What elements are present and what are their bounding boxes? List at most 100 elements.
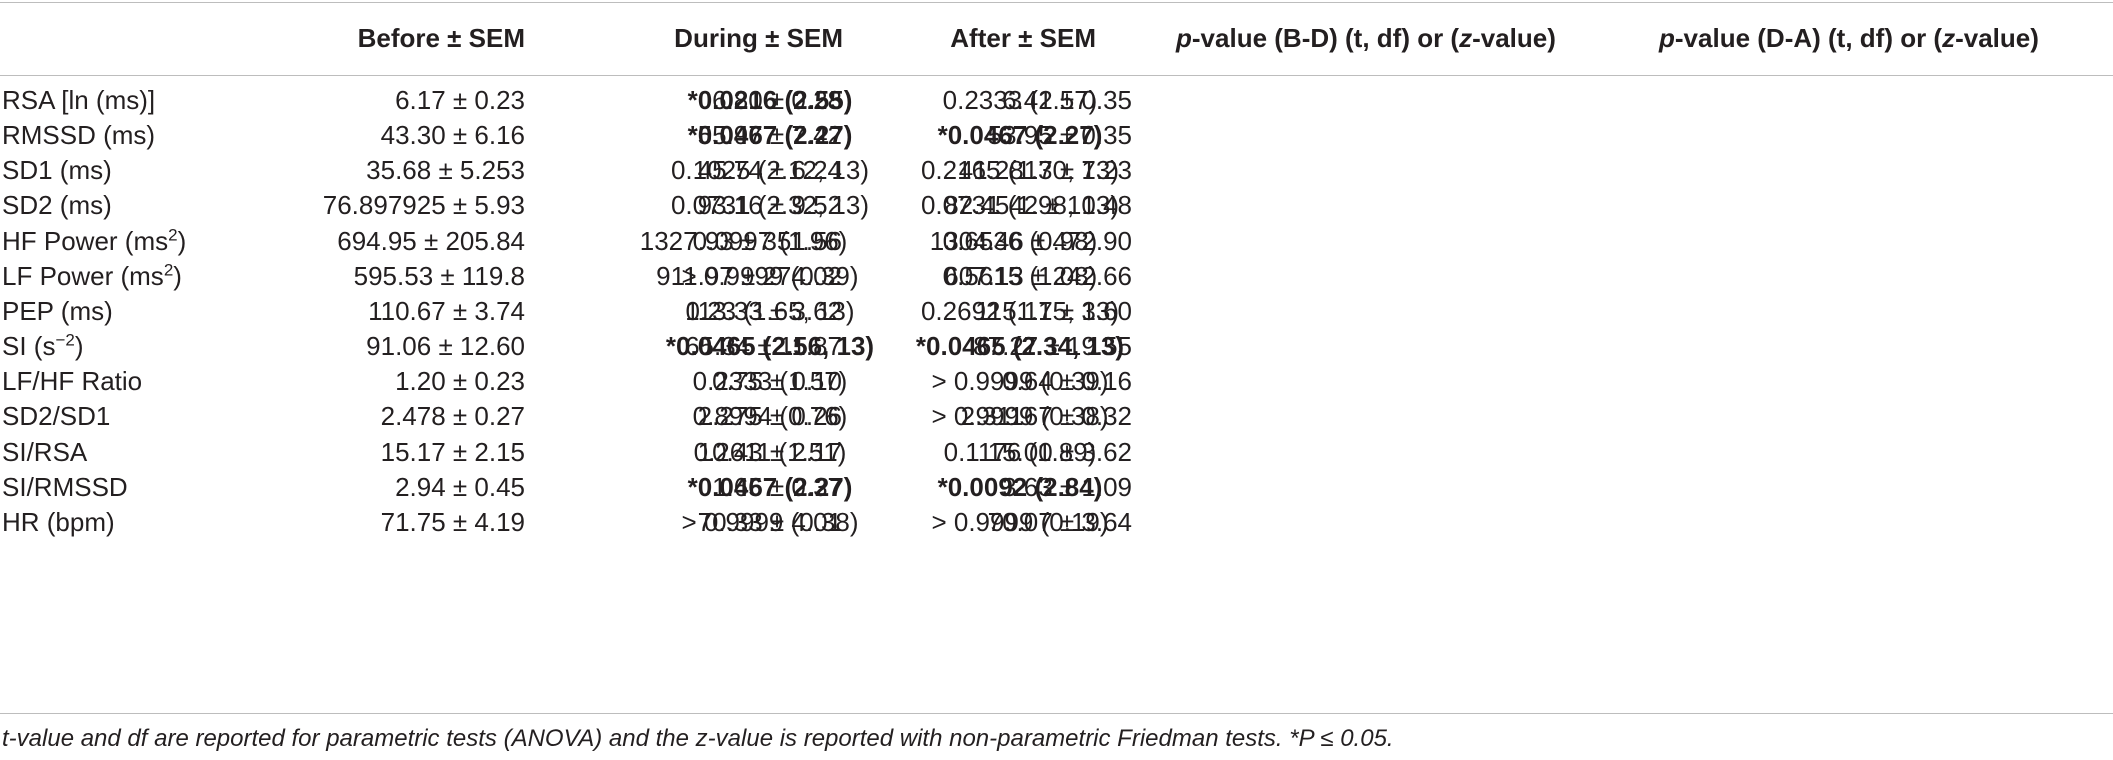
header-before: Before ± SEM [357, 23, 525, 53]
row-label: HR (bpm) [2, 500, 115, 544]
cell-after: 2.31167 ± 0.32 [960, 401, 1132, 431]
cell-before: 1.20 ± 0.23 [395, 366, 525, 396]
row-label: SI/RMSSD [2, 465, 128, 509]
row-label: SD1 (ms) [2, 148, 112, 192]
header-during: During ± SEM [674, 23, 843, 53]
cell-after: 41.2817 ± 7.23 [958, 155, 1132, 185]
cell-after: 115.17 ± 3.60 [975, 296, 1132, 326]
row-label-superscript: 2 [163, 260, 174, 280]
cell-after: 3.63 ± 1.09 [1002, 472, 1132, 502]
row-label: RMSSD (ms) [2, 113, 155, 157]
cell-before: 71.75 ± 4.19 [380, 507, 525, 537]
cell-p-da: > 0.9999 (0.38) [931, 401, 1109, 431]
cell-during: 6.80 ± 0.28 [712, 85, 842, 115]
row-label: SI/RSA [2, 430, 87, 474]
cell-during: 1.65 ± 0.37 [712, 472, 842, 502]
cell-before: 76.897925 ± 5.93 [322, 190, 525, 220]
cell-p-bd: > 0.9999 (0.39) [681, 261, 859, 291]
header-p-da-text: -value (D-A) (t, df) or ( [1674, 23, 1943, 53]
table-row: SI (s−2) 91.06 ± 12.60 65.34 ± 11.87 87.27 … [0, 324, 2113, 368]
table-row: LF/HF Ratio 1.20 ± 0.23 0.75 ± 0.10 0.64 ± … [0, 359, 2113, 403]
cell-before: 15.17 ± 2.15 [380, 437, 525, 467]
cell-p-bd: 0.0997 (1.96) [692, 226, 848, 256]
cell-p-bd: > 0.9999 (0.38) [681, 507, 859, 537]
cell-p-da: 0.1176 (1.89) [943, 437, 1097, 467]
cell-p-da: 0.2165 (1.30, 13) [920, 155, 1120, 185]
table-row: SI/RSA 15.17 ± 2.15 10.43 ± 2.17 15.00 ± 3.… [0, 430, 2113, 474]
row-label-text: SD2/SD1 [2, 401, 111, 431]
table-row: HF Power (ms2) 694.95 ± 205.84 1327.93 ± 3… [0, 219, 2113, 263]
cell-before: 2.94 ± 0.45 [395, 472, 525, 502]
row-label: HF Power (ms2) [2, 219, 186, 263]
header-p-bd-italic-p: p [1176, 23, 1192, 53]
cell-during: 0.75 ± 0.10 [712, 366, 842, 396]
cell-p-bd: 0.2611 (1.51) [693, 437, 847, 467]
cell-after: 607.13 ± 242.66 [944, 261, 1132, 291]
cell-during: 93.16 ± 9.52 [697, 190, 842, 220]
table-row: SD2/SD1 2.478 ± 0.27 2.275 ± 0.26 2.31167 ±… [0, 394, 2113, 438]
row-label: LF Power (ms2) [2, 254, 182, 298]
row-label: PEP (ms) [2, 289, 113, 333]
cell-p-da: > 0.9999 (0.19) [931, 507, 1109, 537]
row-label: SI (s−2) [2, 324, 84, 368]
table-row: RMSSD (ms) 43.30 ± 6.16 55.97 ± 7.42 53.95 … [0, 113, 2113, 157]
row-label-superscript: 2 [168, 225, 178, 245]
cell-during: 65.34 ± 11.87 [685, 331, 842, 361]
row-label: LF/HF Ratio [2, 359, 142, 403]
table-row: LF Power (ms2) 595.53 ± 119.8 911.97 ± 274… [0, 254, 2113, 298]
cell-during: 113.33 ± 3.62 [685, 296, 842, 326]
cell-during: 10.43 ± 2.17 [697, 437, 842, 467]
row-label: SD2 (ms) [2, 183, 112, 227]
cell-p-bd: *0.0467 (2.27) [687, 120, 853, 150]
cell-during: 911.97 ± 274.02 [656, 261, 842, 291]
cell-before: 91.06 ± 12.60 [366, 331, 525, 361]
row-label-text: RSA [ln (ms)] [2, 85, 156, 115]
cell-after: 87.27 ± 19.55 [973, 331, 1132, 361]
cell-p-da: > 0.9999 (0.39) [931, 366, 1109, 396]
row-label-text: SD2 (ms) [2, 190, 112, 220]
top-rule [0, 2, 2113, 3]
row-label-text: RMSSD (ms) [2, 120, 156, 150]
cell-after: 82.4542 ± 10.48 [944, 190, 1132, 220]
header-rule [0, 75, 2113, 76]
row-label-text: PEP (ms) [2, 296, 113, 326]
table-row: PEP (ms) 110.67 ± 3.74 113.33 ± 3.62 115.17… [0, 289, 2113, 333]
cell-p-da: 0.2692 (1.15, 13) [920, 296, 1120, 326]
cell-p-da: *0.0467 (2.27) [937, 120, 1103, 150]
cell-during: 2.275 ± 0.26 [697, 401, 842, 431]
table-row: SD1 (ms) 35.68 ± 5.253 45.74 ± 6.24 41.2817… [0, 148, 2113, 192]
cell-before: 595.53 ± 119.8 [353, 261, 525, 291]
cell-p-da: 0.5615 (1.08) [942, 261, 1098, 291]
cell-after: 1304.46 ± 472.90 [929, 226, 1132, 256]
cell-before: 2.478 ± 0.27 [380, 401, 525, 431]
row-label: SD2/SD1 [2, 394, 110, 438]
header-after: After ± SEM [950, 23, 1096, 53]
row-label-text: SI/RMSSD [2, 472, 128, 502]
header-p-da: p-value (D-A) (t, df) or (z-value) [1659, 18, 2111, 58]
bottom-rule [0, 713, 2113, 714]
cell-before: 110.67 ± 3.74 [368, 296, 525, 326]
cell-p-da: 0.2333 (1.57) [942, 85, 1098, 115]
cell-before: 35.68 ± 5.253 [366, 155, 525, 185]
row-label: RSA [ln (ms)] [2, 78, 155, 122]
cell-before: 6.17 ± 0.23 [395, 85, 525, 115]
header-p-bd-text: -value (B-D) (t, df) or ( [1191, 23, 1460, 53]
row-label-text: SI (s [2, 331, 56, 361]
row-label-text: SD1 (ms) [2, 155, 112, 185]
cell-after: 53.95 ± 0.35 [987, 120, 1132, 150]
cell-after: 0.64 ± 0.16 [1002, 366, 1132, 396]
cell-after: 15.00 ± 3.62 [987, 437, 1132, 467]
row-label-text: HF Power (ms [2, 226, 169, 256]
table-row: SI/RMSSD 2.94 ± 0.45 1.65 ± 0.37 3.63 ± 1.0… [0, 465, 2113, 509]
cell-during: 55.97 ± 7.42 [697, 120, 842, 150]
cell-p-bd: *0.0467 (2.27) [687, 472, 853, 502]
row-label-text: LF Power (ms [2, 261, 164, 291]
table-row: HR (bpm) 71.75 ± 4.19 70.33 ± 4.01 70.07 ± … [0, 500, 2113, 544]
cell-p-da: *0.0092 (2.84) [937, 472, 1103, 502]
cell-after: 6.42 ± 0.35 [1002, 85, 1132, 115]
cell-p-bd: *0.0216 (2.55) [687, 85, 853, 115]
header-p-da-italic-p: p [1659, 23, 1675, 53]
cell-p-bd: 0.0731 (2.32, 13) [670, 190, 870, 220]
header-p-bd-tail: -value) [1472, 23, 1556, 53]
